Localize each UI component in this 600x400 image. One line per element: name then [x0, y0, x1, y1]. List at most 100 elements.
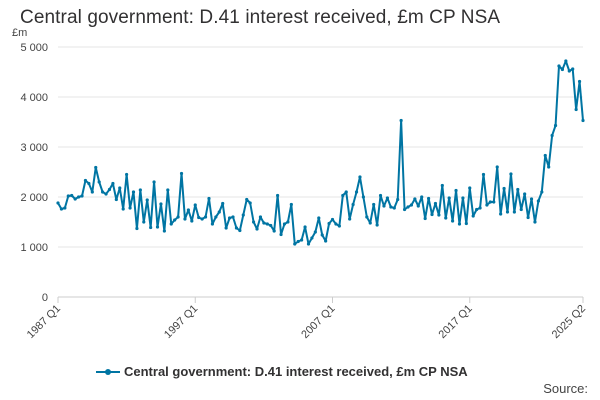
data-point — [149, 225, 153, 230]
data-point — [224, 226, 228, 230]
data-point — [155, 225, 160, 229]
data-point — [200, 217, 204, 221]
data-point — [59, 207, 64, 211]
data-point — [550, 133, 554, 138]
data-point — [571, 67, 575, 71]
data-point — [258, 215, 263, 219]
x-tick-label: 2025 Q2 — [550, 303, 588, 341]
data-point — [577, 79, 582, 84]
data-point — [385, 196, 390, 200]
legend-swatch — [96, 366, 120, 378]
data-point — [495, 165, 499, 169]
data-point — [536, 199, 540, 203]
data-point — [128, 206, 132, 210]
data-point — [118, 186, 122, 190]
data-point — [409, 203, 414, 207]
data-point — [540, 190, 544, 194]
data-point — [344, 190, 348, 194]
data-point — [238, 228, 242, 233]
data-point — [80, 194, 84, 198]
data-point — [341, 193, 345, 198]
data-point — [547, 165, 551, 169]
data-point — [416, 204, 420, 208]
data-point — [193, 203, 197, 207]
data-point — [83, 178, 88, 183]
data-point — [179, 171, 184, 176]
data-point — [87, 181, 91, 186]
data-point — [63, 206, 67, 210]
data-point — [581, 118, 585, 123]
data-point — [461, 196, 465, 200]
data-point — [90, 190, 94, 194]
data-point — [76, 195, 81, 199]
data-point — [162, 229, 166, 233]
data-point — [492, 200, 496, 204]
y-tick-label: 4 000 — [20, 92, 48, 104]
data-point — [114, 197, 118, 202]
data-point — [173, 218, 177, 222]
data-point — [351, 202, 355, 207]
data-point — [529, 197, 534, 201]
x-tick-label: 1987 Q1 — [25, 303, 63, 341]
data-point — [303, 225, 307, 229]
data-point — [296, 239, 300, 244]
data-point — [159, 202, 163, 206]
x-tick-label: 2017 Q1 — [437, 303, 475, 341]
data-point — [426, 196, 431, 201]
data-point — [245, 197, 249, 202]
data-point — [152, 180, 156, 184]
data-point — [186, 208, 190, 212]
data-point — [560, 67, 565, 72]
y-tick-label: 1 000 — [20, 242, 48, 254]
data-point — [313, 230, 317, 234]
data-point — [227, 216, 232, 220]
data-point — [107, 187, 112, 192]
data-point — [207, 196, 211, 201]
data-point — [217, 210, 221, 214]
data-point — [516, 187, 520, 192]
data-point — [251, 220, 256, 224]
data-point — [310, 236, 314, 240]
data-point — [437, 213, 441, 217]
data-point — [97, 180, 101, 184]
data-point — [457, 222, 462, 226]
data-point — [481, 172, 486, 177]
data-point — [327, 221, 331, 226]
data-point — [121, 207, 125, 211]
y-tick-label: 3 000 — [20, 142, 48, 154]
data-point — [279, 232, 283, 237]
data-point — [468, 186, 472, 190]
data-point — [464, 221, 468, 226]
data-point — [382, 204, 386, 208]
data-point — [430, 212, 434, 217]
data-point — [111, 181, 115, 186]
gridlines — [58, 46, 583, 298]
data-point — [234, 226, 239, 230]
data-point — [262, 221, 266, 225]
data-point — [451, 219, 455, 223]
data-point — [94, 165, 98, 170]
chart-title: Central government: D.41 interest receiv… — [20, 7, 501, 28]
data-point — [231, 215, 235, 219]
data-point — [440, 183, 444, 188]
data-point — [471, 214, 475, 218]
data-point — [221, 201, 225, 206]
y-tick-label: 2 000 — [20, 192, 48, 204]
data-point — [66, 194, 70, 198]
data-point — [488, 200, 492, 204]
legend[interactable]: Central government: D.41 interest receiv… — [96, 364, 468, 379]
x-tick-label: 2007 Q1 — [299, 303, 337, 341]
data-point — [306, 242, 311, 246]
data-point — [420, 195, 424, 199]
data-point — [564, 59, 568, 63]
data-point — [320, 233, 324, 237]
y-tick-label: 5 000 — [20, 42, 48, 54]
data-point — [197, 215, 201, 220]
data-point — [378, 193, 383, 198]
series-group — [56, 59, 585, 246]
data-point — [272, 229, 276, 233]
data-point — [512, 210, 516, 214]
data-point — [526, 215, 530, 220]
data-point — [402, 207, 407, 212]
data-point — [389, 205, 393, 209]
